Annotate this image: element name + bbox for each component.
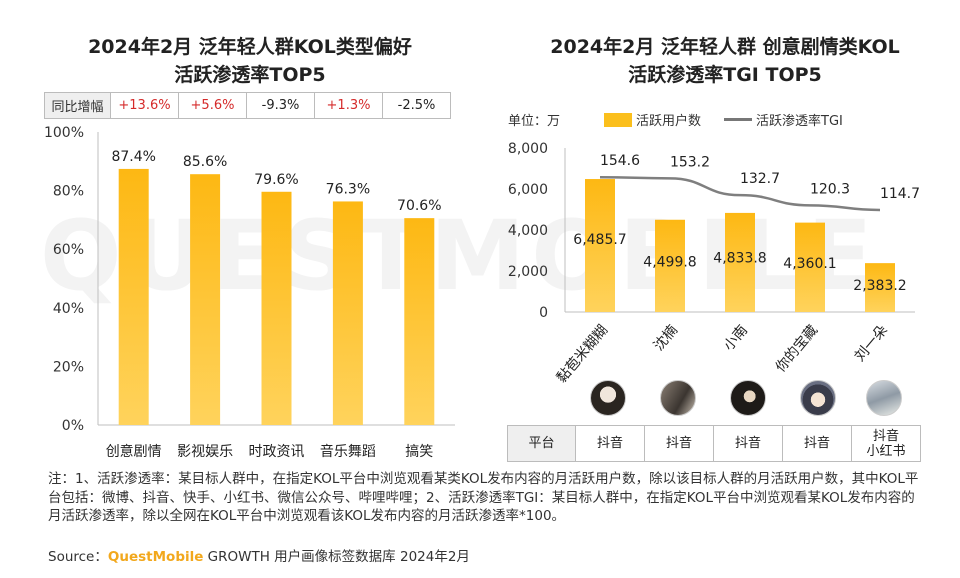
tgi-value-label: 120.3 [810,181,850,197]
platform-cell: 抖音 [713,425,783,462]
bar [795,222,825,312]
x-category-label: 你的宝藏 [773,322,821,375]
bar [865,263,895,312]
left-chart-title: 2024年2月 泛年轻人群KOL类型偏好 活跃渗透率TOP5 [40,33,460,89]
x-category-label: 小南 [721,322,751,354]
right-title-line1: 2024年2月 泛年轻人群 创意剧情类KOL [550,36,900,58]
source-prefix: Source： [48,549,108,565]
bar-value-label: 79.6% [254,172,298,188]
platform-cell: 抖音 [575,425,645,462]
bar [655,219,685,312]
legend-line-label: 活跃渗透率TGI [756,114,843,129]
unit-label: 单位：万 [508,114,561,129]
y-tick-label: 40% [53,301,84,317]
tgi-value-label: 114.7 [880,186,920,202]
platform-cell: 抖音 小红书 [851,425,921,462]
source-rest: GROWTH 用户画像标签数据库 2024年2月 [203,549,470,565]
legend-bar-swatch [604,112,632,127]
anime-avatar [800,380,836,416]
bar [725,212,755,312]
yoy-value: +1.3% [314,92,383,119]
yoy-value: -9.3% [246,92,315,119]
avatar [730,380,766,416]
y-tick-label: 0 [539,305,548,321]
bar-value-label: 70.6% [397,198,441,214]
yoy-value: +13.6% [110,92,179,119]
avatar [590,380,626,416]
bar [261,191,292,425]
x-category-label: 时政资讯 [249,444,305,460]
y-tick-label: 100% [44,125,84,141]
right-chart-title: 2024年2月 泛年轻人群 创意剧情类KOL 活跃渗透率TGI TOP5 [500,33,950,89]
platform-label: 平台 [507,425,576,462]
bar-value-label: 4,360.1 [783,256,836,272]
left-title-line2: 活跃渗透率TOP5 [174,64,326,86]
y-tick-label: 60% [53,242,84,258]
bar [332,201,363,425]
y-tick-label: 6,000 [508,182,548,198]
yoy-label: 同比增幅 [44,92,111,119]
bar [585,179,615,312]
bar-value-label: 4,499.8 [643,254,696,270]
bar-value-label: 76.3% [326,181,370,197]
bar [190,174,221,425]
bar [404,218,435,425]
bar-value-label: 4,833.8 [713,250,766,266]
bar [118,168,149,425]
y-tick-label: 4,000 [508,223,548,239]
x-category-label: 创意剧情 [106,443,162,460]
bar-value-label: 2,383.2 [853,278,906,294]
source-brand: QuestMobile [107,549,204,565]
y-tick-label: 0% [62,418,84,434]
platform-cell: 抖音 [782,425,852,462]
avatar [866,380,902,416]
x-category-label: 刘一朵 [852,322,891,364]
left-title-line1: 2024年2月 泛年轻人群KOL类型偏好 [88,36,412,58]
source-line: Source：QuestMobile GROWTH 用户画像标签数据库 2024… [48,545,470,565]
y-tick-label: 8,000 [508,141,548,157]
y-tick-label: 2,000 [508,264,548,280]
tgi-line [599,175,881,212]
yoy-value: -2.5% [382,92,451,119]
legend-bar: 活跃用户数 [604,110,701,129]
legend-bar-label: 活跃用户数 [636,114,702,129]
y-tick-label: 80% [53,184,84,200]
left-bar-chart: 0% 20% 40% 60% 80% 100% 87.4% 创意剧情 85.6% 影视娱乐 79.6… [44,125,455,460]
footnote: 注：1、活跃渗透率：某目标人群中，在指定KOL平台中浏览观看某类KOL发布内容的… [48,471,919,524]
x-category-label: 搞笑 [405,444,433,460]
tgi-value-label: 154.6 [600,153,640,169]
legend-line-swatch [724,118,752,121]
platform-cell: 抖音 [644,425,714,462]
x-category-label: 音乐舞蹈 [320,443,376,460]
avatar [660,380,696,416]
right-combo-chart: 0 2,000 4,000 6,000 8,000 6,485.7 黏苞米糊糊 4,499.8… [508,141,920,386]
tgi-value-label: 153.2 [670,154,710,170]
bar-value-label: 85.6% [183,154,227,170]
x-category-label: 沈楠 [651,322,681,354]
x-category-label: 影视娱乐 [177,444,233,460]
tgi-value-label: 132.7 [740,171,780,187]
yoy-growth-table: 同比增幅 +13.6% +5.6% -9.3% +1.3% -2.5% [44,92,451,119]
yoy-value: +5.6% [178,92,247,119]
bar-value-label: 6,485.7 [573,232,626,248]
y-tick-label: 20% [53,359,84,375]
bar-value-label: 87.4% [111,149,155,165]
right-title-line2: 活跃渗透率TGI TOP5 [628,64,822,86]
x-category-label: 黏苞米糊糊 [553,322,611,387]
legend-line: 活跃渗透率TGI [724,110,843,129]
platform-table: 平台 抖音 抖音 抖音 抖音 抖音 小红书 [507,425,921,462]
